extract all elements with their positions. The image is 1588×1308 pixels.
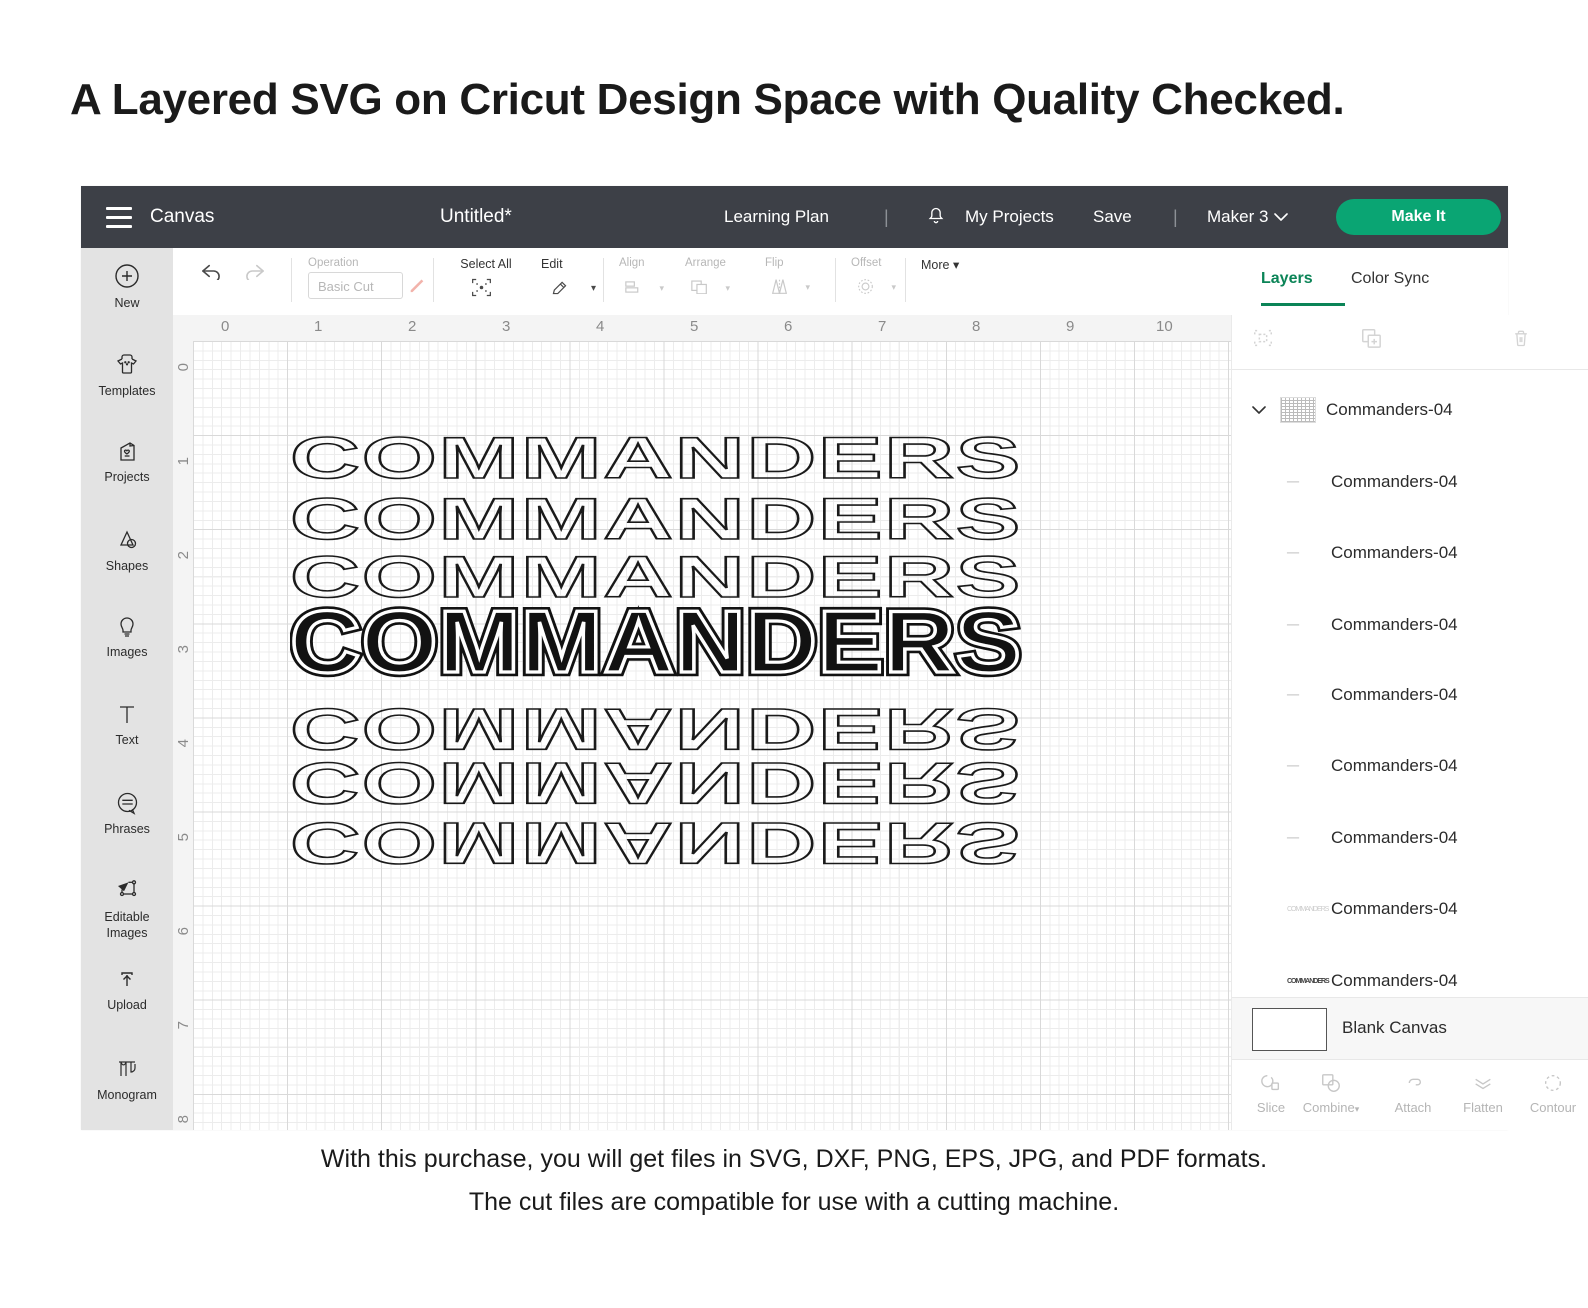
svg-text:COMMANDERS: COMMANDERS bbox=[290, 553, 1022, 610]
svg-text:COMMANDERS: COMMANDERS bbox=[290, 434, 1022, 491]
svg-text:COMMANDERS: COMMANDERS bbox=[290, 750, 1022, 807]
svg-text:COMMANDERS: COMMANDERS bbox=[290, 696, 1022, 753]
svg-text:COMMANDERS: COMMANDERS bbox=[290, 604, 1022, 691]
svg-text:COMMANDERS: COMMANDERS bbox=[290, 495, 1022, 552]
svg-text:COMMANDERS: COMMANDERS bbox=[290, 810, 1022, 867]
